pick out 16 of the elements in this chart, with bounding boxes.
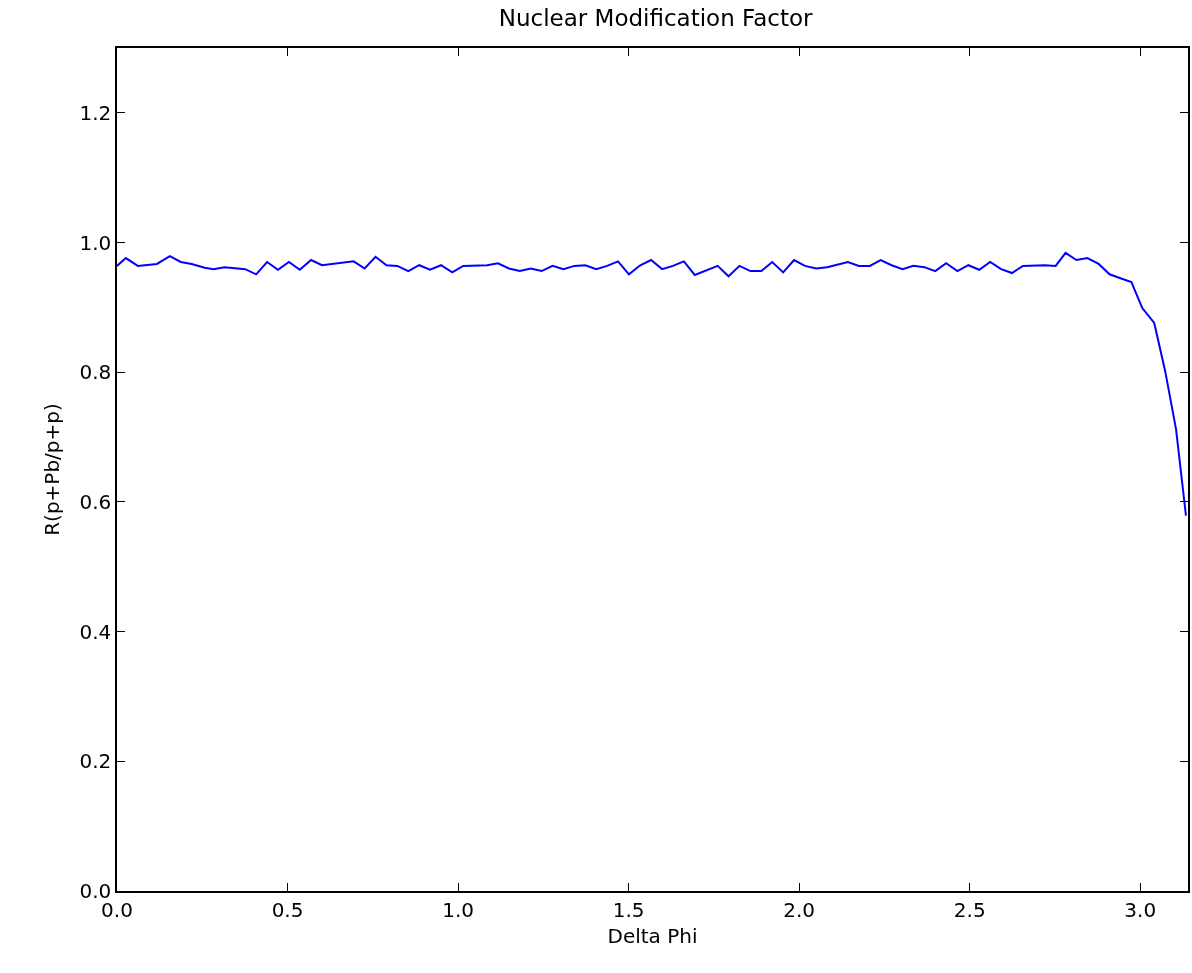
y-tick-label: 0.6 [79,489,112,514]
x-tick-label: 3.0 [1124,897,1157,922]
x-tick-label: 2.0 [783,897,816,922]
x-axis-title: Delta Phi [607,923,698,948]
x-tick-label: 2.5 [953,897,986,922]
x-tick-label: 1.0 [442,897,474,922]
y-tick-label: 0.2 [79,749,112,774]
line-series [117,251,1187,517]
x-tick-label: 1.5 [612,897,645,922]
y-tick-label: 0.4 [79,619,112,644]
x-tick-label: 0.5 [271,897,304,922]
y-tick-label: 1.0 [79,230,112,255]
y-axis-title: R(p+Pb/p+p) [40,403,65,536]
y-tick-label: 0.8 [79,360,112,385]
chart-title: Nuclear Modification Factor [498,4,814,31]
y-tick-label: 1.2 [79,100,112,125]
